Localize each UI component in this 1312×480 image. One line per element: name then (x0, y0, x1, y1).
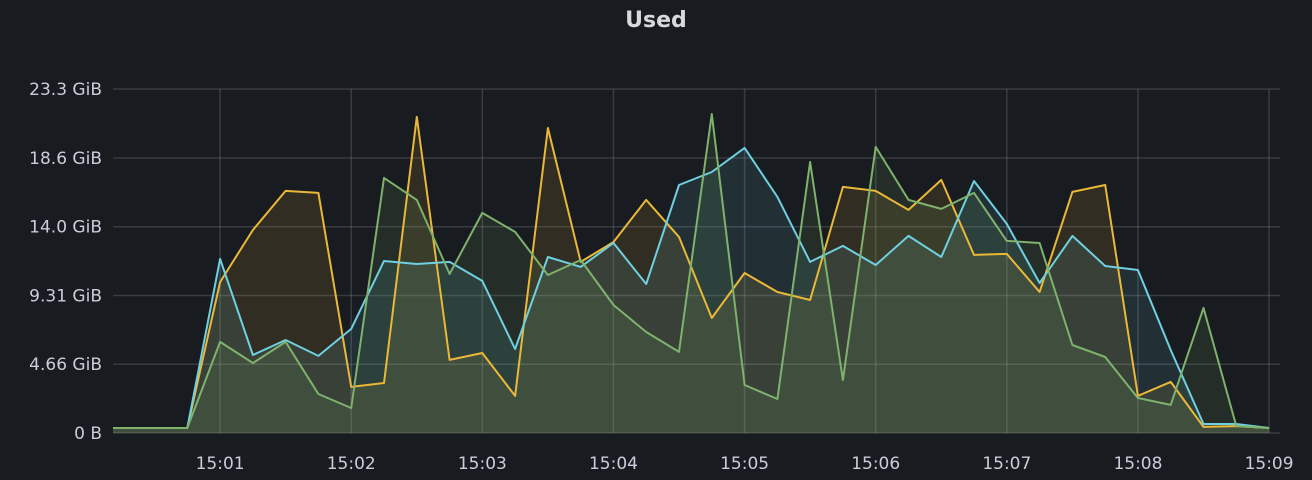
x-tick-label: 15:06 (851, 454, 900, 474)
x-tick-label: 15:08 (1113, 454, 1162, 474)
series-0-area (113, 116, 1270, 433)
series-1-area (113, 147, 1270, 433)
x-tick-label: 15:09 (1245, 454, 1294, 474)
grid (113, 88, 1280, 434)
y-tick-label: 4.66 GiB (29, 355, 102, 375)
x-tick-label: 15:05 (720, 454, 769, 474)
y-tick-label: 18.6 GiB (29, 149, 102, 169)
y-tick-label: 23.3 GiB (29, 80, 102, 100)
y-tick-label: 0 B (74, 424, 102, 444)
x-tick-label: 15:01 (196, 454, 245, 474)
x-tick-label: 15:02 (327, 454, 376, 474)
panel-title: Used (625, 8, 687, 33)
y-tick-label: 9.31 GiB (29, 287, 102, 307)
axes: 0 B 4.66 GiB 9.31 GiB 14.0 GiB 18.6 GiB 23.3 … (29, 80, 1293, 474)
y-tick-label: 14.0 GiB (29, 218, 102, 238)
series-group (113, 113, 1270, 433)
series-2-area (113, 114, 1270, 433)
x-tick-label: 15:03 (458, 454, 507, 474)
x-tick-label: 15:04 (589, 454, 638, 474)
x-tick-label: 15:07 (982, 454, 1031, 474)
